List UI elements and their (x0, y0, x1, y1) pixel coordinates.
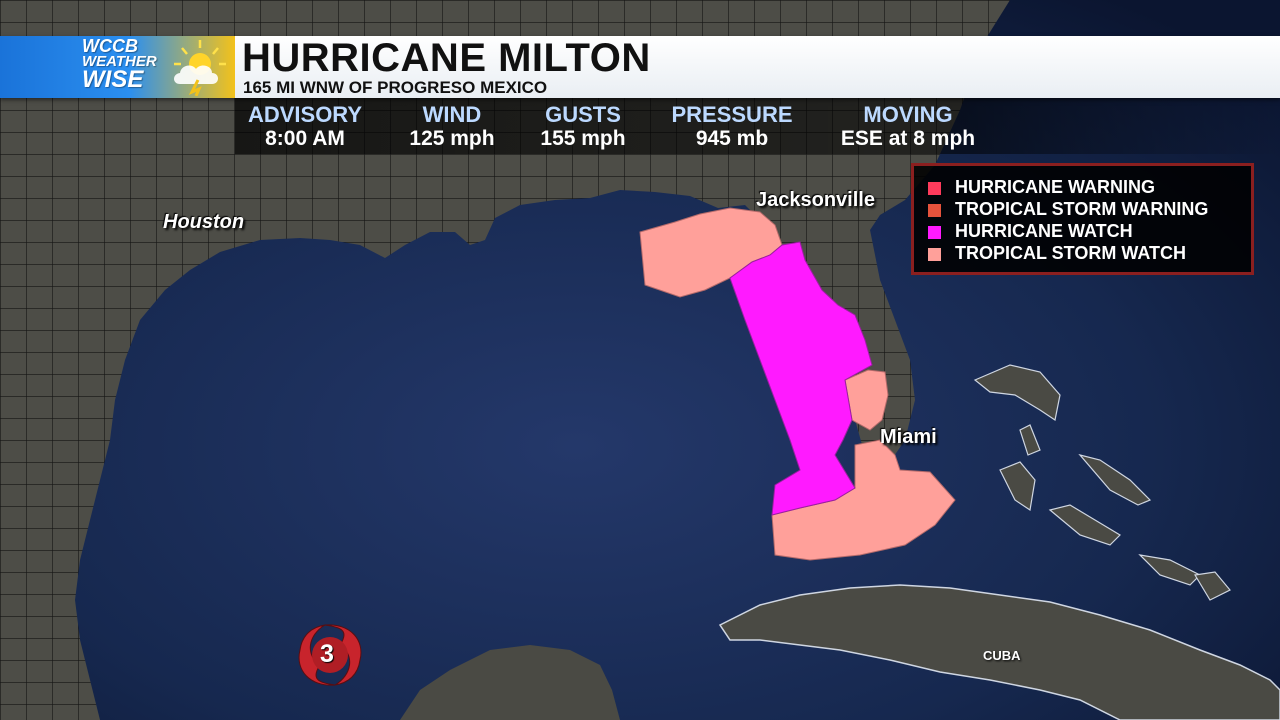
stat-moving: MOVING ESE at 8 mph (828, 104, 988, 151)
stat-label: MOVING (863, 102, 953, 127)
legend-swatch (928, 226, 941, 239)
sun-cloud-icon (174, 40, 226, 96)
country-label-cuba: CUBA (983, 648, 1021, 663)
stat-advisory: ADVISORY 8:00 AM (243, 104, 367, 151)
legend-swatch (928, 248, 941, 261)
stat-label: WIND (422, 102, 482, 127)
tropical-storm-watch-area (639, 207, 956, 561)
stat-value: ESE at 8 mph (840, 127, 976, 150)
stat-pressure: PRESSURE 945 mb (664, 104, 800, 151)
stat-gusts: GUSTS 155 mph (528, 104, 638, 151)
logo-line-1: WCCB (82, 36, 138, 56)
storm-title: HURRICANE MILTON (242, 36, 651, 80)
cuba-landmass (718, 584, 1280, 720)
stat-wind: WIND 125 mph (397, 104, 507, 151)
storm-category: 3 (320, 640, 334, 668)
legend-swatch (928, 182, 941, 195)
stat-label: GUSTS (545, 102, 621, 127)
city-label-miami: Miami (880, 426, 937, 448)
stat-label: PRESSURE (671, 102, 793, 127)
hurricane-symbol (298, 624, 362, 686)
city-label-houston: Houston (163, 211, 245, 233)
logo-text: WCCB WEATHER WISE (82, 36, 172, 94)
legend-label: HURRICANE WARNING (955, 177, 1155, 197)
yucatan-landmass (400, 645, 620, 720)
stat-value: 8:00 AM (265, 127, 345, 150)
legend-label: HURRICANE WATCH (955, 221, 1133, 241)
stat-value: 945 mb (695, 127, 769, 150)
city-label-jacksonville: Jacksonville (756, 189, 875, 211)
stat-value: 155 mph (540, 127, 626, 150)
logo-line-2: WEATHER (82, 53, 157, 71)
legend-swatch (928, 204, 941, 217)
hurricane-watch-area (729, 241, 873, 516)
bahamas-islands (973, 364, 1231, 601)
warnings-legend: HURRICANE WARNING TROPICAL STORM WARNING… (911, 163, 1254, 275)
station-logo: WCCB WEATHER WISE (0, 36, 235, 98)
legend-label: TROPICAL STORM WARNING (955, 199, 1209, 219)
legend-label: TROPICAL STORM WATCH (955, 243, 1186, 263)
stat-value: 125 mph (409, 127, 495, 150)
stats-strip (235, 98, 1280, 154)
stat-label: ADVISORY (247, 102, 363, 127)
storm-location: 165 MI WNW OF PROGRESO MEXICO (243, 78, 548, 97)
us-landmass (0, 0, 1010, 720)
logo-line-3: WISE (82, 66, 144, 94)
